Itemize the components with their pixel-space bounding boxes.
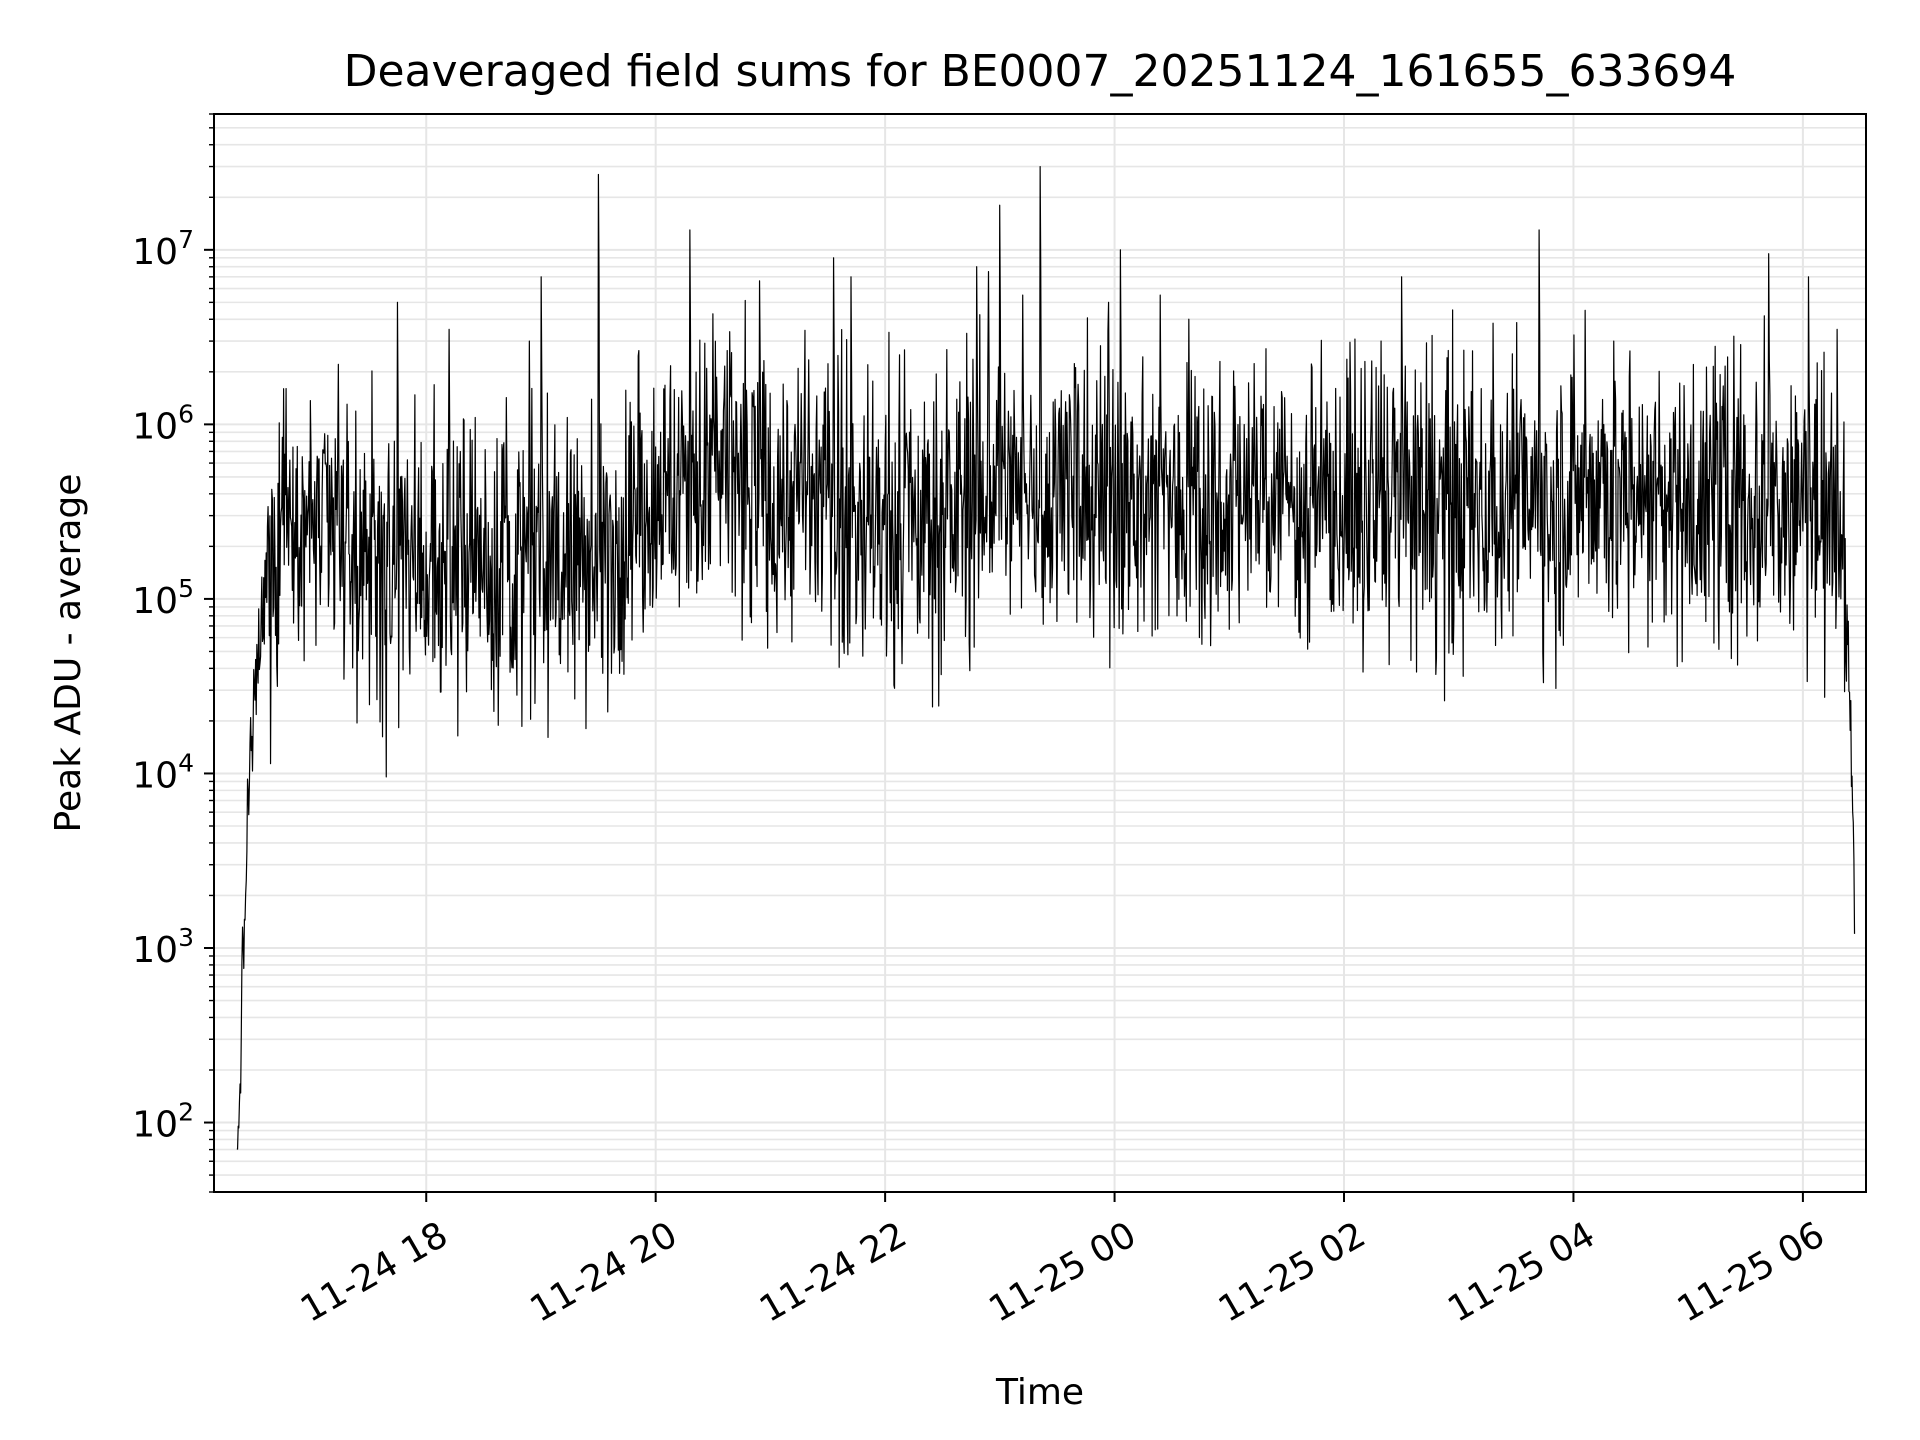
chart-title: Deaveraged field sums for BE0007_2025112… xyxy=(344,46,1737,97)
series-line xyxy=(236,165,1856,1150)
plot-frame xyxy=(213,113,1867,1193)
y-tick-label: 103 xyxy=(132,923,194,971)
y-tick-label: 105 xyxy=(132,574,194,622)
y-tick-label: 106 xyxy=(132,399,194,447)
y-tick-label: 107 xyxy=(132,225,194,273)
y-tick-label: 102 xyxy=(132,1098,194,1146)
y-axis: 102 103 104 105 106 107 xyxy=(132,113,214,1193)
x-axis-label: Time xyxy=(995,1372,1084,1413)
y-tick-label: 104 xyxy=(132,748,194,796)
y-axis-label: Peak ADU - average xyxy=(48,474,89,833)
